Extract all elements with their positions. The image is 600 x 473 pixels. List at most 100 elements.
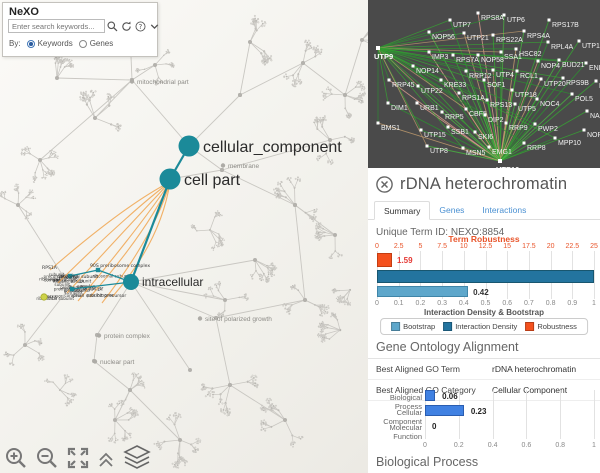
legend-item[interactable]: Robustness bbox=[525, 322, 577, 331]
gene-node[interactable] bbox=[415, 101, 419, 105]
zoom-in-button[interactable] bbox=[4, 446, 28, 470]
gene-node[interactable] bbox=[585, 109, 589, 113]
gene-node[interactable] bbox=[502, 13, 506, 17]
term-label-mitochondrial-part[interactable]: mitochondrial part bbox=[137, 79, 189, 86]
gene-node[interactable] bbox=[510, 88, 514, 92]
gene-label[interactable]: EMG1 bbox=[492, 149, 512, 156]
term-label-site-of-polarized-growth[interactable]: site of polarized growth bbox=[205, 316, 272, 323]
gene-node[interactable] bbox=[533, 122, 537, 126]
gene-node[interactable] bbox=[487, 145, 491, 149]
gene-node[interactable] bbox=[483, 113, 487, 117]
gene-label[interactable]: NOP14 bbox=[416, 68, 439, 75]
gene-label[interactable]: RPS8A bbox=[481, 15, 504, 22]
gene-node[interactable] bbox=[582, 128, 586, 132]
gene-node[interactable] bbox=[504, 121, 508, 125]
gene-label[interactable]: RRP5 bbox=[445, 114, 464, 121]
term-node-small[interactable] bbox=[95, 267, 101, 273]
gene-node[interactable] bbox=[557, 58, 561, 62]
gene-node[interactable] bbox=[448, 18, 452, 22]
radio-genes-label[interactable]: Genes bbox=[89, 39, 114, 48]
gene-label[interactable]: BUD21 bbox=[562, 62, 585, 69]
gene-label[interactable]: SKI6 bbox=[478, 134, 493, 141]
gene-hub-label[interactable]: UTP9 bbox=[374, 52, 393, 61]
legend-item[interactable]: Interaction Density bbox=[443, 322, 517, 331]
gene-label[interactable]: HSC82 bbox=[519, 51, 542, 58]
gene-label[interactable]: RPL4A bbox=[551, 44, 574, 51]
fit-to-screen-button[interactable] bbox=[66, 446, 90, 470]
gene-node[interactable] bbox=[514, 47, 518, 51]
gene-label[interactable]: SOF1 bbox=[487, 82, 505, 89]
gene-node[interactable] bbox=[535, 97, 539, 101]
gene-node[interactable] bbox=[513, 102, 517, 106]
refresh-icon[interactable] bbox=[120, 20, 133, 33]
radio-keywords[interactable] bbox=[26, 39, 35, 48]
search-icon[interactable] bbox=[106, 20, 119, 33]
gene-label[interactable]: UTP5 bbox=[518, 106, 536, 113]
gene-label[interactable]: SSA1 bbox=[504, 54, 522, 61]
cluster-term-label[interactable]: small subunit precursor bbox=[72, 293, 126, 299]
highlight-yellow-node[interactable] bbox=[40, 293, 48, 301]
gene-label[interactable]: PWP2 bbox=[538, 126, 558, 133]
gene-node[interactable] bbox=[570, 92, 574, 96]
zoom-out-button[interactable] bbox=[35, 446, 59, 470]
gene-hub-node[interactable] bbox=[498, 159, 502, 163]
gene-node[interactable] bbox=[440, 110, 444, 114]
gene-node[interactable] bbox=[425, 144, 429, 148]
tab-interactions[interactable]: Interactions bbox=[482, 205, 527, 215]
gene-node[interactable] bbox=[522, 141, 526, 145]
gene-node[interactable] bbox=[451, 53, 455, 57]
gene-label[interactable]: DIM1 bbox=[391, 105, 408, 112]
gene-node[interactable] bbox=[546, 40, 550, 44]
gene-label[interactable]: RPS1A bbox=[462, 95, 485, 102]
gene-label[interactable]: URB1 bbox=[420, 105, 439, 112]
gene-label[interactable]: UTP22 bbox=[421, 88, 443, 95]
gene-label[interactable]: UTP13 bbox=[582, 43, 600, 50]
gene-node[interactable] bbox=[515, 69, 519, 73]
gene-node[interactable] bbox=[427, 30, 431, 34]
gene-label[interactable]: NOP56 bbox=[432, 34, 455, 41]
help-icon[interactable]: ? bbox=[134, 20, 147, 33]
gene-label[interactable]: BMS1 bbox=[381, 125, 400, 132]
gene-label[interactable]: RPS9B bbox=[566, 80, 589, 87]
cluster-term-label[interactable]: 90S preribosome complex bbox=[90, 263, 150, 269]
radio-keywords-label[interactable]: Keywords bbox=[37, 39, 73, 48]
cluster-term-label[interactable]: ribosomal subunit bbox=[57, 274, 98, 280]
gene-label[interactable]: MSN5 bbox=[466, 150, 486, 157]
gene-label[interactable]: RPS22A bbox=[496, 37, 523, 44]
term-node-cellular_component[interactable] bbox=[178, 135, 200, 157]
chevron-down-icon[interactable] bbox=[148, 20, 161, 33]
gene-label[interactable]: UTP8 bbox=[430, 148, 448, 155]
gene-hub-node[interactable] bbox=[376, 46, 380, 50]
radio-genes[interactable] bbox=[78, 39, 87, 48]
gene-label[interactable]: UTP20 bbox=[544, 81, 566, 88]
gene-label[interactable]: POL5 bbox=[575, 96, 593, 103]
gene-node[interactable] bbox=[387, 78, 391, 82]
gene-node[interactable] bbox=[553, 136, 557, 140]
gene-label[interactable]: DIP2 bbox=[488, 117, 504, 124]
legend-item[interactable]: Bootstrap bbox=[391, 322, 435, 331]
gene-label[interactable]: RPS4A bbox=[527, 33, 550, 40]
gene-label[interactable]: SSB1 bbox=[451, 129, 469, 136]
gene-node[interactable] bbox=[491, 68, 495, 72]
gene-node[interactable] bbox=[427, 50, 431, 54]
term-node-label-intracellular[interactable]: intracellular bbox=[142, 275, 203, 289]
gene-hub-label[interactable]: UTP10 bbox=[496, 165, 519, 168]
gene-label[interactable]: ENP1 bbox=[589, 65, 600, 72]
gene-label[interactable]: KRE33 bbox=[444, 82, 466, 89]
gene-node[interactable] bbox=[476, 11, 480, 15]
close-icon[interactable] bbox=[376, 176, 393, 193]
gene-network-panel[interactable]: RPS8A UTP6 UTP7 RPS17B NOP56 UTP21 RPS22A RPS4A… bbox=[368, 0, 600, 168]
gene-node[interactable] bbox=[482, 78, 486, 82]
gene-node[interactable] bbox=[386, 101, 390, 105]
gene-label[interactable]: RRP12 bbox=[469, 73, 492, 80]
layers-icon[interactable] bbox=[122, 444, 152, 470]
gene-node[interactable] bbox=[536, 59, 540, 63]
gene-label[interactable]: IMP3 bbox=[432, 54, 448, 61]
gene-label[interactable]: RRP8 bbox=[527, 145, 546, 152]
term-node-label-cell_part[interactable]: cell part bbox=[184, 172, 241, 189]
cluster-term-label[interactable]: RPS1A bbox=[42, 265, 58, 271]
term-node-intracellular[interactable] bbox=[123, 274, 139, 290]
gene-node[interactable] bbox=[376, 121, 380, 125]
gene-label[interactable]: NOP6 bbox=[587, 132, 600, 139]
term-node-small[interactable] bbox=[69, 286, 75, 292]
